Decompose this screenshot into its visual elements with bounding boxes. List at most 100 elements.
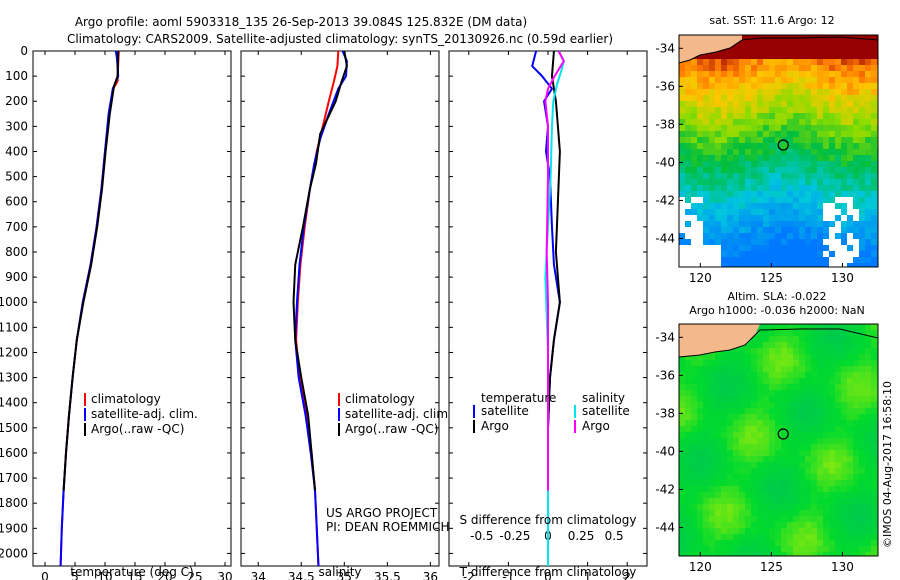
map-cell (733, 107, 740, 114)
map-cell (691, 498, 698, 505)
map-cell (745, 101, 752, 108)
map-cell (841, 480, 848, 487)
map-cell (823, 203, 830, 210)
map-cell (727, 143, 734, 150)
map-cell (859, 342, 866, 349)
map-cell (697, 480, 704, 487)
map-cell (709, 65, 716, 72)
map-cell (859, 456, 866, 463)
map-cell (793, 137, 800, 144)
map-cell (739, 251, 746, 258)
map-cell (703, 179, 710, 186)
map-cell (703, 221, 710, 228)
map-cell (769, 71, 776, 78)
depth-tick-label: 1000 (0, 295, 28, 309)
map-cell (691, 474, 698, 481)
map-cell (709, 534, 716, 541)
map-cell (829, 35, 836, 42)
map-cell (781, 474, 788, 481)
map-cell (763, 137, 770, 144)
map-cell (799, 390, 806, 397)
map-cell (871, 227, 878, 234)
map-cell (709, 257, 716, 264)
map-cell (799, 257, 806, 264)
map-cell (805, 107, 812, 114)
map-cell (751, 366, 758, 373)
map-cell (739, 65, 746, 72)
map-cell (841, 396, 848, 403)
map-cell (853, 125, 860, 132)
map-cell (685, 263, 692, 267)
map-cell (721, 89, 728, 96)
map-cell (739, 77, 746, 84)
map-cell (823, 143, 830, 150)
map-cell (745, 462, 752, 469)
map-cell (733, 155, 740, 162)
map-cell (859, 119, 866, 126)
legend-climatology: climatology (345, 392, 415, 406)
map-cell (847, 59, 854, 66)
map-cell (805, 83, 812, 90)
map-cell (769, 504, 776, 511)
map-cell (721, 131, 728, 138)
map-cell (823, 534, 830, 541)
map-cell (763, 366, 770, 373)
map-cell (709, 510, 716, 517)
legend-header-salinity: salinity (582, 391, 625, 405)
map-cell (757, 444, 764, 451)
map-cell (775, 47, 782, 54)
map-cell (685, 203, 692, 210)
map-cell (859, 203, 866, 210)
sla-map-title: Altim. SLA: -0.022 (727, 290, 826, 303)
map-cell (751, 239, 758, 246)
map-cell (853, 119, 860, 126)
x-tick-label: 35.5 (374, 570, 401, 580)
map-cell (679, 71, 686, 78)
map-cell (745, 89, 752, 96)
map-cell (817, 378, 824, 385)
map-cell (781, 384, 788, 391)
map-cell (721, 221, 728, 228)
map-cell (805, 197, 812, 204)
map-cell (829, 450, 836, 457)
map-cell (691, 480, 698, 487)
map-cell (727, 462, 734, 469)
map-cell (805, 173, 812, 180)
map-cell (859, 444, 866, 451)
map-cell (691, 426, 698, 433)
map-cell (691, 456, 698, 463)
map-cell (847, 432, 854, 439)
map-cell (787, 173, 794, 180)
map-cell (757, 119, 764, 126)
map-cell (745, 342, 752, 349)
map-cell (871, 414, 878, 421)
map-cell (799, 245, 806, 252)
map-cell (835, 450, 842, 457)
map-cell (787, 203, 794, 210)
map-cell (811, 83, 818, 90)
map-cell (865, 143, 872, 150)
map-cell (775, 239, 782, 246)
map-cell (859, 492, 866, 499)
map-cell (871, 191, 878, 198)
map-cell (847, 191, 854, 198)
map-cell (829, 366, 836, 373)
map-cell (715, 221, 722, 228)
map-cell (727, 414, 734, 421)
map-cell (793, 324, 800, 331)
map-cell (871, 504, 878, 511)
map-cell (781, 498, 788, 505)
map-cell (739, 552, 746, 556)
map-cell (703, 522, 710, 529)
map-cell (709, 263, 716, 267)
map-cell (757, 324, 764, 331)
map-cell (739, 95, 746, 102)
map-cell (751, 360, 758, 367)
map-cell (733, 450, 740, 457)
map-cell (751, 137, 758, 144)
map-cell (763, 492, 770, 499)
map-cell (829, 474, 836, 481)
map-cell (817, 528, 824, 535)
map-cell (805, 450, 812, 457)
map-cell (847, 209, 854, 216)
